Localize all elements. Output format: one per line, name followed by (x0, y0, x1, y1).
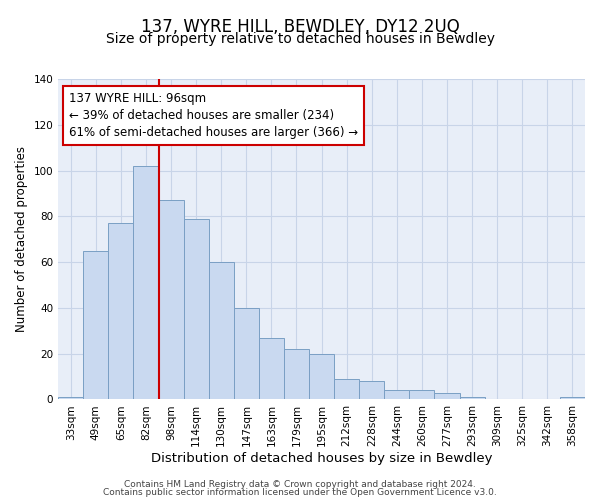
Bar (234, 308, 259, 400)
Bar (385, 390, 409, 400)
Y-axis label: Number of detached properties: Number of detached properties (15, 146, 28, 332)
Text: Contains public sector information licensed under the Open Government Licence v3: Contains public sector information licen… (103, 488, 497, 497)
Bar (184, 218, 209, 400)
Bar (334, 379, 359, 400)
Bar (434, 392, 460, 400)
Text: 137, WYRE HILL, BEWDLEY, DY12 2UQ: 137, WYRE HILL, BEWDLEY, DY12 2UQ (140, 18, 460, 36)
Text: Contains HM Land Registry data © Crown copyright and database right 2024.: Contains HM Land Registry data © Crown c… (124, 480, 476, 489)
Bar (460, 397, 485, 400)
Bar (209, 262, 234, 400)
Bar (133, 166, 158, 400)
X-axis label: Distribution of detached houses by size in Bewdley: Distribution of detached houses by size … (151, 452, 493, 465)
Text: Size of property relative to detached houses in Bewdley: Size of property relative to detached ho… (106, 32, 494, 46)
Bar (58, 397, 83, 400)
Bar (284, 349, 309, 400)
Bar (259, 338, 284, 400)
Bar (359, 381, 385, 400)
Bar (560, 397, 585, 400)
Bar (158, 200, 184, 400)
Bar (409, 390, 434, 400)
Bar (309, 354, 334, 400)
Bar (109, 223, 133, 400)
Text: 137 WYRE HILL: 96sqm
← 39% of detached houses are smaller (234)
61% of semi-deta: 137 WYRE HILL: 96sqm ← 39% of detached h… (69, 92, 358, 139)
Bar (83, 250, 109, 400)
